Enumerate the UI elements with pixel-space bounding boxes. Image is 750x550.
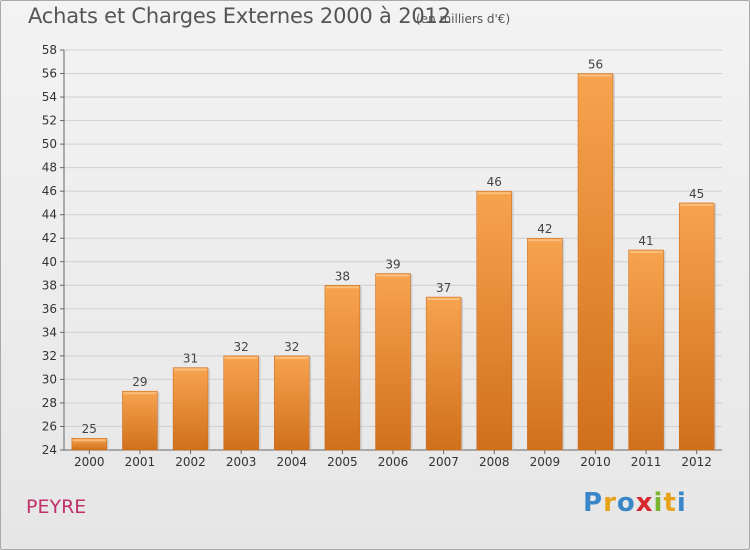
logo-letter: t (663, 488, 677, 518)
y-tick-label: 28 (42, 396, 57, 410)
y-tick-label: 46 (42, 184, 57, 198)
bar-highlight (275, 356, 309, 359)
bar-2007 (425, 296, 462, 451)
bar-highlight (528, 239, 562, 242)
bar-2000 (71, 437, 108, 451)
bar-highlight (123, 392, 157, 395)
logo-letter: P (583, 488, 604, 518)
bar-2002 (172, 367, 209, 451)
data-label-2003: 32 (234, 340, 249, 354)
y-tick-label: 52 (42, 114, 57, 128)
bar-highlight (629, 251, 663, 253)
x-tick-label-2012: 2012 (681, 455, 712, 469)
bar-2003 (223, 355, 259, 451)
bar-highlight (376, 274, 410, 277)
bar-2006 (375, 273, 411, 451)
data-label-2004: 32 (284, 340, 299, 354)
bar-2001 (122, 390, 158, 451)
x-tick-label-2007: 2007 (428, 455, 459, 469)
x-tick-label-2001: 2001 (125, 455, 156, 469)
y-tick-label: 36 (42, 302, 57, 316)
data-label-2010: 56 (588, 58, 603, 72)
y-tick-label: 42 (42, 231, 57, 245)
bar-2008 (476, 190, 512, 451)
x-tick-label-2003: 2003 (226, 455, 257, 469)
x-tick-label-2011: 2011 (631, 455, 662, 469)
data-label-2007: 37 (436, 281, 451, 295)
x-tick-label-2005: 2005 (327, 455, 358, 469)
x-tick-label-2004: 2004 (276, 455, 307, 469)
bar-highlight (680, 203, 714, 206)
proxiti-logo[interactable]: Proxiti (583, 488, 687, 518)
y-tick-label: 44 (42, 208, 57, 222)
chart-subtitle: (en milliers d'€) (416, 12, 511, 26)
y-tick-label: 24 (42, 443, 57, 457)
logo-letter: i (676, 488, 687, 518)
logo-letter: x (635, 488, 654, 518)
bar-2011 (628, 249, 664, 451)
x-tick-label-2008: 2008 (479, 455, 510, 469)
logo-letter: o (616, 488, 636, 518)
bar-2004 (274, 355, 310, 451)
bar-highlight (72, 439, 106, 442)
bar-highlight (174, 368, 208, 371)
x-tick-label-2002: 2002 (175, 455, 206, 469)
data-label-2005: 38 (335, 269, 350, 283)
y-tick-label: 26 (42, 419, 57, 433)
commune-name: PEYRE (26, 496, 87, 518)
y-tick-label: 50 (42, 137, 57, 151)
data-label-2001: 29 (132, 375, 147, 389)
data-label-2006: 39 (385, 258, 400, 272)
bar-highlight (325, 286, 359, 289)
y-tick-label: 30 (42, 372, 57, 386)
x-tick-label-2010: 2010 (580, 455, 611, 469)
bar-2010 (577, 73, 614, 451)
y-tick-label: 38 (42, 278, 57, 292)
bar-2012 (678, 202, 715, 451)
y-tick-label: 48 (42, 161, 57, 175)
data-label-2009: 42 (537, 222, 552, 236)
bar-2009 (527, 237, 563, 451)
logo-letter: i (653, 488, 664, 518)
data-label-2012: 45 (689, 187, 704, 201)
bar-highlight (578, 74, 612, 77)
chart-title: Achats et Charges Externes 2000 à 2012 (28, 4, 451, 28)
y-tick-label: 58 (42, 43, 57, 57)
y-tick-label: 54 (42, 90, 57, 104)
y-tick-label: 40 (42, 255, 57, 269)
bar-highlight (427, 298, 461, 301)
y-tick-label: 56 (42, 67, 57, 81)
x-tick-label-2000: 2000 (74, 455, 105, 469)
x-tick-label-2009: 2009 (530, 455, 561, 469)
bar-highlight (224, 356, 258, 359)
y-tick-label: 32 (42, 349, 57, 363)
bar-highlight (477, 192, 511, 195)
data-label-2008: 46 (487, 175, 502, 189)
y-tick-label: 34 (42, 325, 57, 339)
x-tick-label-2006: 2006 (378, 455, 409, 469)
data-label-2002: 31 (183, 352, 198, 366)
logo-letter: r (603, 488, 617, 518)
data-label-2000: 25 (82, 422, 97, 436)
data-label-2011: 41 (638, 234, 653, 248)
bar-2005 (324, 285, 361, 451)
